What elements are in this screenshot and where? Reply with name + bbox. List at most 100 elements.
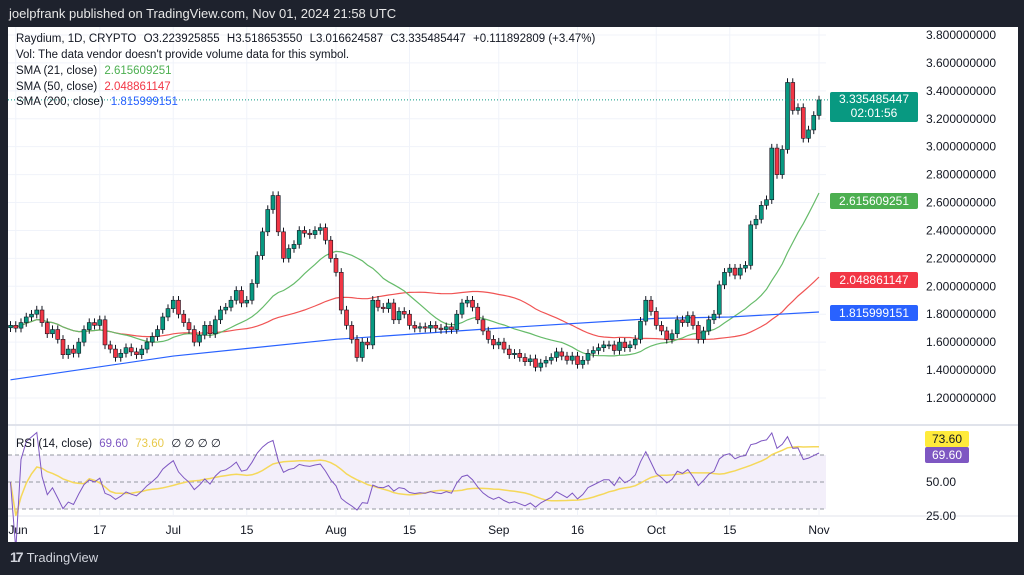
chart-canvas[interactable]: 3.800000000 3.600000000 3.400000000 3.20000…: [8, 27, 1018, 542]
candle-body: [459, 302, 465, 315]
sma21-line: [10, 192, 820, 357]
candle-body: [737, 267, 743, 276]
candle-body: [501, 341, 507, 350]
candle-body: [291, 244, 297, 249]
candle-body: [344, 309, 349, 326]
candle-body: [517, 352, 523, 358]
candle-body: [149, 336, 155, 343]
candle-body: [13, 325, 19, 329]
candle-body: [312, 230, 318, 235]
sma50-value: 2.048861147: [104, 81, 171, 93]
candle-body: [401, 311, 407, 315]
candle-body: [596, 347, 601, 351]
candle-body: [538, 362, 544, 368]
candle-body: [585, 352, 591, 361]
candle-body: [296, 230, 302, 245]
candle-body: [107, 344, 113, 350]
candle-body: [485, 330, 491, 340]
sma200-label: SMA (200, close): [16, 96, 104, 108]
rsi-value: 69.60: [99, 438, 129, 450]
candle-body: [674, 319, 680, 335]
sma21-value: 2.615609251: [104, 65, 172, 77]
candle-body: [249, 283, 255, 301]
symbol-legend: Raydium, 1D, CRYPTO O3.223925855 H3.5186…: [16, 33, 599, 45]
candle-body: [23, 316, 29, 323]
candle-body: [144, 341, 150, 350]
candle-body: [44, 322, 50, 335]
candle-body: [811, 115, 817, 131]
candle-body: [417, 326, 423, 329]
ohlc-open: O3.223925855: [143, 33, 220, 45]
rsi-ma-tag: 73.60: [925, 431, 969, 447]
price-tick-label: 1.600000000: [926, 335, 996, 349]
candle-body: [218, 309, 223, 321]
price-tick-label: 3.000000000: [926, 140, 996, 154]
candle-body: [160, 316, 166, 330]
sma21-legend[interactable]: SMA (21, close) 2.615609251: [16, 65, 176, 77]
footer-brand: TradingView: [26, 549, 99, 565]
sma200-legend[interactable]: SMA (200, close) 1.815999151: [16, 96, 182, 108]
candle-body: [727, 267, 733, 273]
candle-body: [680, 319, 685, 323]
candle-body: [569, 355, 575, 361]
candle-body: [176, 299, 181, 315]
symbol-name[interactable]: Raydium, 1D, CRYPTO: [16, 33, 137, 45]
candle-body: [554, 351, 559, 358]
candle-body: [764, 199, 769, 206]
ohlc-change: +0.111892809 (+3.47%): [473, 33, 596, 45]
candle-body: [758, 205, 764, 220]
candle-body: [191, 329, 197, 343]
rsi-legend[interactable]: RSI (14, close) 69.60 73.60 ∅ ∅ ∅ ∅: [16, 436, 225, 450]
candle-body: [512, 352, 517, 355]
candle-body: [753, 218, 759, 226]
candle-body: [260, 231, 265, 256]
candle-body: [338, 272, 344, 311]
candle-body: [228, 299, 234, 308]
candle-body: [34, 309, 40, 315]
candle-body: [743, 265, 748, 269]
candle-body: [564, 355, 570, 361]
candle-body: [118, 352, 124, 358]
tradingview-logo-icon: 17: [10, 549, 24, 565]
candle-body: [317, 227, 323, 231]
footer: 17 TradingView: [10, 549, 98, 565]
time-tick-label: Nov: [808, 523, 829, 537]
candle-body: [239, 290, 244, 304]
candle-body: [233, 290, 239, 301]
candle-body: [769, 147, 775, 201]
time-tick-label: 17: [93, 523, 107, 537]
rsi-tick-label: 50.00: [926, 475, 956, 489]
candle-body: [270, 195, 276, 210]
candle-body: [197, 334, 202, 343]
candle-body: [365, 341, 370, 346]
price-tick-label: 3.400000000: [926, 84, 996, 98]
candle-body: [433, 325, 439, 329]
sma50-price-tag: 2.048861147: [830, 272, 918, 288]
candle-body: [186, 322, 192, 330]
candle-body: [328, 239, 334, 259]
candle-body: [496, 341, 502, 346]
candle-body: [223, 306, 229, 311]
candle-body: [449, 326, 454, 330]
candle-body: [375, 299, 381, 308]
candle-body: [464, 299, 470, 304]
time-tick-label: 16: [571, 523, 585, 537]
candle-body: [475, 306, 481, 321]
candle-body: [170, 299, 176, 309]
candle-body: [76, 341, 82, 354]
candle-body: [659, 325, 664, 332]
sma21-label: SMA (21, close): [16, 65, 98, 77]
chart-panel[interactable]: 3.800000000 3.600000000 3.400000000 3.20000…: [8, 27, 1018, 542]
candle-body: [359, 341, 365, 358]
sma50-legend[interactable]: SMA (50, close) 2.048861147: [16, 81, 175, 93]
candle-body: [785, 82, 790, 150]
candle-body: [522, 357, 528, 362]
candle-body: [648, 299, 654, 312]
candle-body: [506, 348, 512, 355]
candle-body: [307, 232, 313, 235]
candle-body: [181, 313, 187, 323]
candle-body: [774, 147, 780, 175]
ohlc-close: C3.335485447: [390, 33, 466, 45]
candle-body: [443, 326, 449, 330]
candle-body: [55, 329, 61, 340]
